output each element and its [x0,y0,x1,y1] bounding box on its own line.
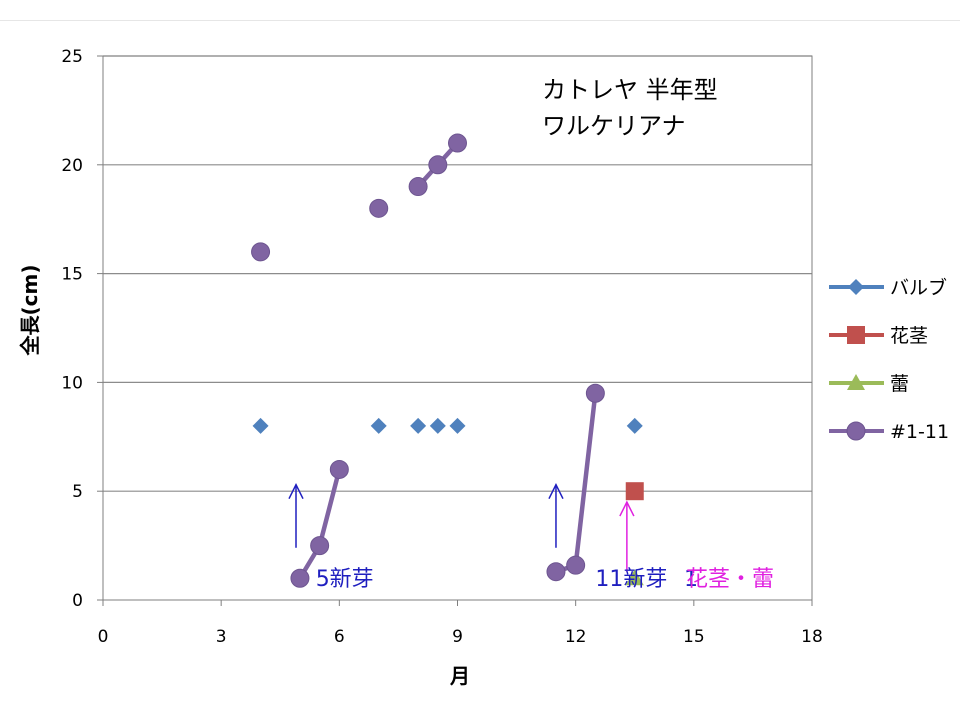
series-3-line-3 [298,468,342,580]
legend-label-1: 花茎 [890,325,928,347]
top-divider [0,20,960,21]
series-0-point-3 [429,417,446,434]
x-tick-label-4: 12 [565,627,587,647]
y-tick-label-0: 0 [72,591,83,611]
annotation-3: 花茎・蕾 [686,567,774,592]
series-0-point-4 [449,417,466,434]
legend-marker-0 [848,279,864,295]
annotation-2: 1 [684,567,698,592]
annotation-1: 11新芽 [595,567,667,592]
chart-title-line-2: ワルケリアナ [542,112,686,140]
series-3-point-2-0 [408,177,428,197]
y-tick-label-4: 20 [61,156,83,176]
series-3-point-2-2 [448,133,467,153]
x-tick-label-5: 15 [683,627,705,647]
legend-label-3: #1-11 [890,421,949,443]
arrow-1-head [548,482,564,500]
series-3-point-2-1 [428,155,448,175]
series-3-point-1-0 [369,198,389,218]
annotation-arrows [288,482,635,572]
series-3-point-3-0 [290,568,310,588]
y-tick-label-1: 5 [72,482,83,502]
legend-marker-2 [847,374,865,390]
legend-label-2: 蕾 [890,373,909,395]
series-3-point-4-1 [566,555,586,575]
series-1-point-0 [625,482,644,501]
series-3-point-3-2 [329,459,349,479]
x-tick-label-6: 18 [801,627,823,647]
y-axis: 0 5 10 15 20 25 [61,47,104,611]
x-axis: 0 3 6 9 12 15 18 [98,599,823,647]
series-3-point-3-1 [310,536,330,556]
y-tick-label-2: 10 [61,373,83,393]
arrow-2-head [619,500,635,517]
series-3-point-0-0 [251,242,271,262]
series-0-point-0 [252,417,269,434]
x-tick-label-1: 3 [216,627,227,647]
annotations: 5新芽 11新芽 1花茎・蕾 [316,567,774,592]
x-tick-label-3: 9 [452,627,463,647]
annotation-0: 5新芽 [316,567,374,592]
x-tick-label-2: 6 [334,627,345,647]
legend-label-0: バルブ [890,276,947,299]
chart-title-line-1: カトレヤ 半年型 [542,76,718,104]
data-series [251,133,644,588]
x-tick-label-0: 0 [98,627,109,647]
series-3-line-4 [555,393,598,574]
series-0-point-1 [370,417,387,434]
series-3-point-4-0 [546,562,566,582]
y-tick-label-3: 15 [61,265,83,285]
y-tick-label-5: 25 [61,47,83,67]
x-axis-label: 月 [449,664,470,688]
series-0-point-5 [626,417,643,434]
series-3-point-4-2 [585,383,605,403]
y-axis-label: 全長(cm) [18,265,42,357]
legend-marker-1 [847,326,865,344]
legend-marker-3 [846,421,866,441]
series-2-point-0 [625,569,644,586]
series-0-point-2 [410,417,427,434]
arrow-0-head [288,482,304,500]
